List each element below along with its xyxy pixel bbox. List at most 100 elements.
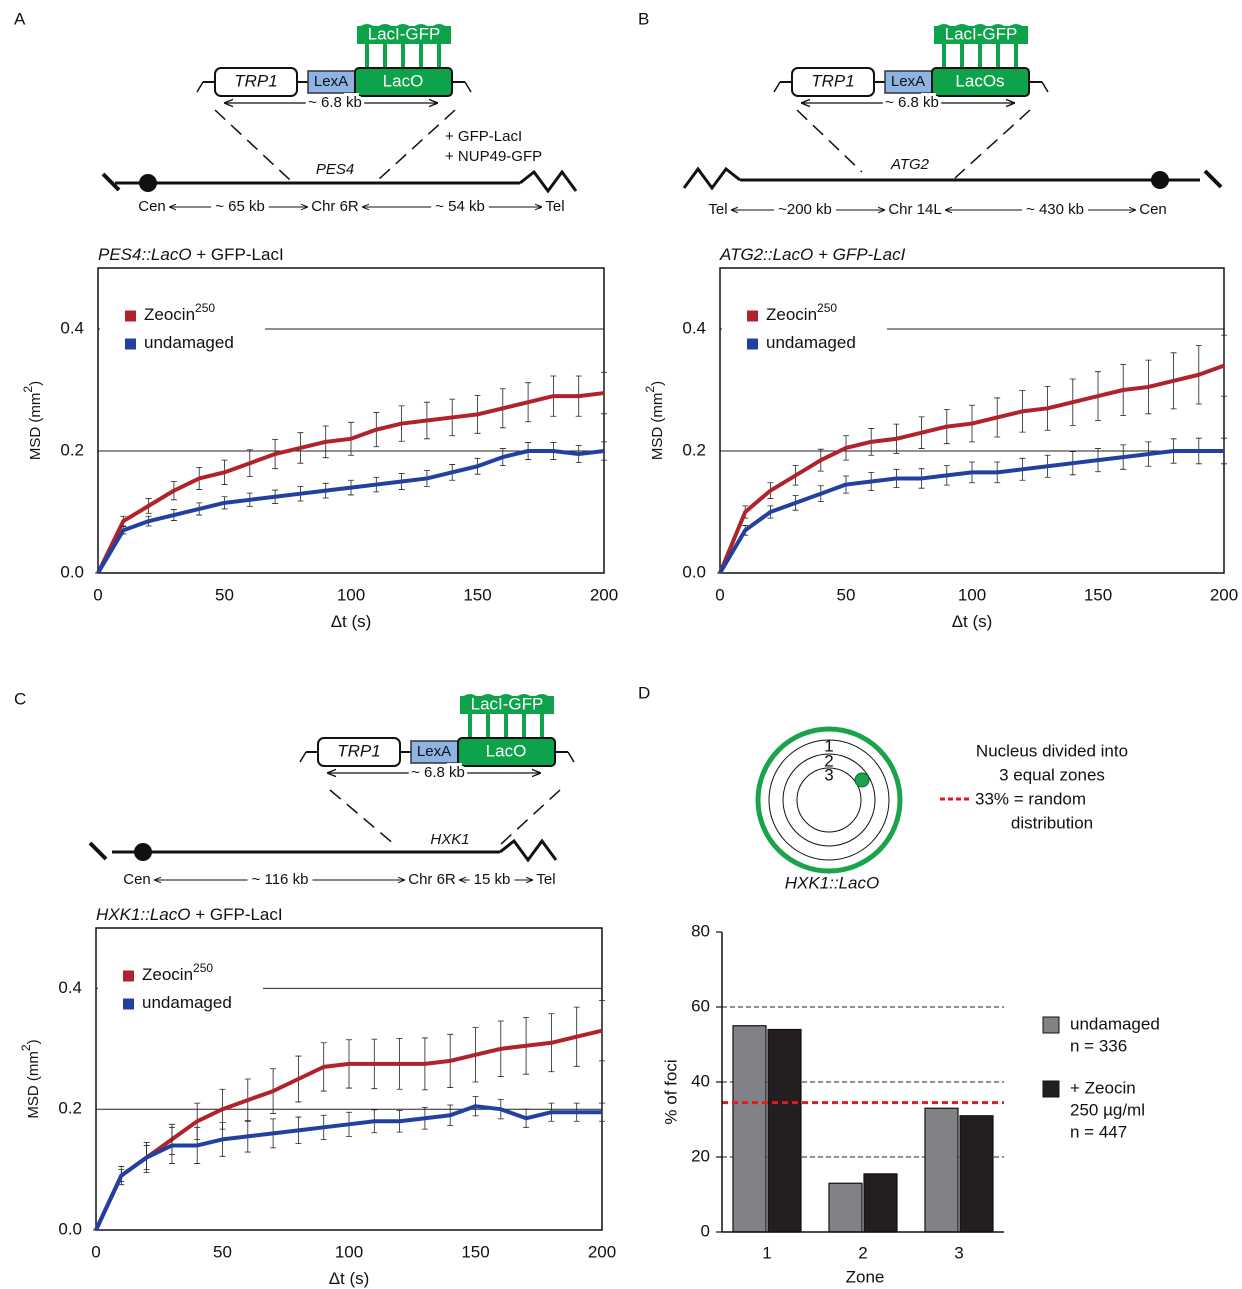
y-axis-label: % of foci [661,1059,680,1124]
legend-swatch [123,971,134,982]
legend-swatch [747,311,758,322]
legend-label: + Zeocin [1070,1078,1136,1097]
x-axis-label-part: Δt (s) [952,612,993,631]
y-axis-label-part: MSD (mm [649,393,666,461]
bar [733,1026,766,1232]
chart-title: HXK1::LacO + GFP-LacI [96,905,283,924]
y-tick-label: 0.0 [682,562,706,581]
nucleus-caption: Nucleus divided into [976,741,1128,760]
lexa-label: LexA [417,743,451,760]
x-tick-label: 200 [1210,585,1238,604]
y-tick-label: 0 [701,1221,710,1240]
y-axis-label-part: MSD (mm [25,1051,42,1119]
reference-caption: distribution [1011,813,1093,832]
x-tick-label: 150 [463,585,491,604]
legend-label: undamaged [144,333,234,352]
legend-swatch [747,339,758,350]
x-tick-label: 3 [954,1243,963,1262]
chart-title-part: + GFP-LacI [191,905,283,924]
chart-title: PES4::LacO + GFP-LacI [98,245,284,264]
x-tick-label: 50 [837,585,856,604]
centromere [139,174,157,192]
figure: ABCDLacI-GFPTRP1LexALacO~ 6.8 kbPES4+ GF… [0,0,1242,1289]
scale-label: Tel [708,201,727,218]
scale-label: Cen [1139,201,1167,218]
x-tick-label: 0 [715,585,724,604]
x-tick-label: 1 [762,1243,771,1262]
size-label: ~ 6.8 kb [411,764,465,781]
marker-label: TRP1 [337,741,380,760]
legend-swatch [123,999,134,1010]
x-axis-label: Δt (s) [331,612,372,631]
y-tick-label: 0.4 [682,318,706,337]
x-tick-label: 100 [337,585,365,604]
x-axis-label: Δt (s) [329,1269,370,1288]
chart-title-part: PES4::LacO [98,245,192,264]
x-tick-label: 0 [91,1242,100,1261]
legend-label-part: undamaged [144,333,234,352]
y-axis-label-part: MSD (mm [27,393,44,461]
scale-label: Tel [545,198,564,215]
construct-note: + GFP-LacI [445,128,522,145]
x-tick-label: 50 [215,585,234,604]
scale-label: 15 kb [474,871,511,888]
size-label: ~ 6.8 kb [885,94,939,111]
construct-note: + NUP49-GFP [445,148,542,165]
x-tick-label: 2 [858,1243,867,1262]
bar [829,1183,862,1232]
x-tick-label: 200 [590,585,618,604]
nucleus-label: HXK1::LacO [785,873,880,892]
nucleus-caption: 3 equal zones [999,765,1105,784]
scale-label: ~200 kb [778,201,832,218]
laci-label: LacI-GFP [471,694,544,713]
lexa-label: LexA [314,73,348,90]
y-axis-label-part: ) [25,1039,42,1044]
panel-label: C [14,689,26,708]
laci-label: LacI-GFP [368,24,441,43]
legend-note: n = 447 [1070,1122,1127,1141]
legend-label-part: Zeocin [766,305,817,324]
panel-label: D [638,683,650,702]
x-tick-label: 100 [335,1242,363,1261]
legend-label-part: 250 [193,961,213,975]
legend-label-part: Zeocin [144,305,195,324]
y-axis-label-part: ) [27,381,44,386]
scale-label: Cen [123,871,151,888]
x-tick-label: 100 [958,585,986,604]
x-axis-label: Zone [846,1267,885,1286]
bar [768,1030,801,1233]
chart-title-part: ATG2::LacO + GFP-LacI [719,245,906,264]
y-tick-label: 0.4 [60,318,84,337]
legend-label-part: 250 [195,301,215,315]
zone-number: 3 [824,765,833,784]
y-tick-label: 20 [691,1146,710,1165]
legend-label: undamaged [766,333,856,352]
bar [960,1116,993,1232]
size-label: ~ 6.8 kb [308,94,362,111]
y-tick-label: 80 [691,921,710,940]
marker-label: TRP1 [234,71,277,90]
chart-title-part: + GFP-LacI [192,245,284,264]
reference-caption: 33% = random [975,789,1086,808]
gene-label: ATG2 [890,156,930,173]
scale-label: Cen [138,198,166,215]
panel-label: A [14,9,26,28]
legend-label-part: undamaged [766,333,856,352]
legend-label-part: 250 [817,301,837,315]
legend-note: n = 336 [1070,1036,1127,1055]
y-tick-label: 60 [691,996,710,1015]
x-tick-label: 50 [213,1242,232,1261]
scale-label: ~ 65 kb [215,198,265,215]
x-tick-label: 0 [93,585,102,604]
legend-label: undamaged [1070,1014,1160,1033]
panel-label: B [638,9,649,28]
y-axis-label-part: ) [649,381,666,386]
x-tick-label: 150 [1084,585,1112,604]
x-axis-label: Δt (s) [952,612,993,631]
laci-label: LacI-GFP [945,24,1018,43]
chart-title-part: HXK1::LacO [96,905,191,924]
legend-swatch [125,339,136,350]
laco-label: LacOs [955,71,1004,90]
chart-title: ATG2::LacO + GFP-LacI [719,245,906,264]
legend-label-part: undamaged [142,993,232,1012]
